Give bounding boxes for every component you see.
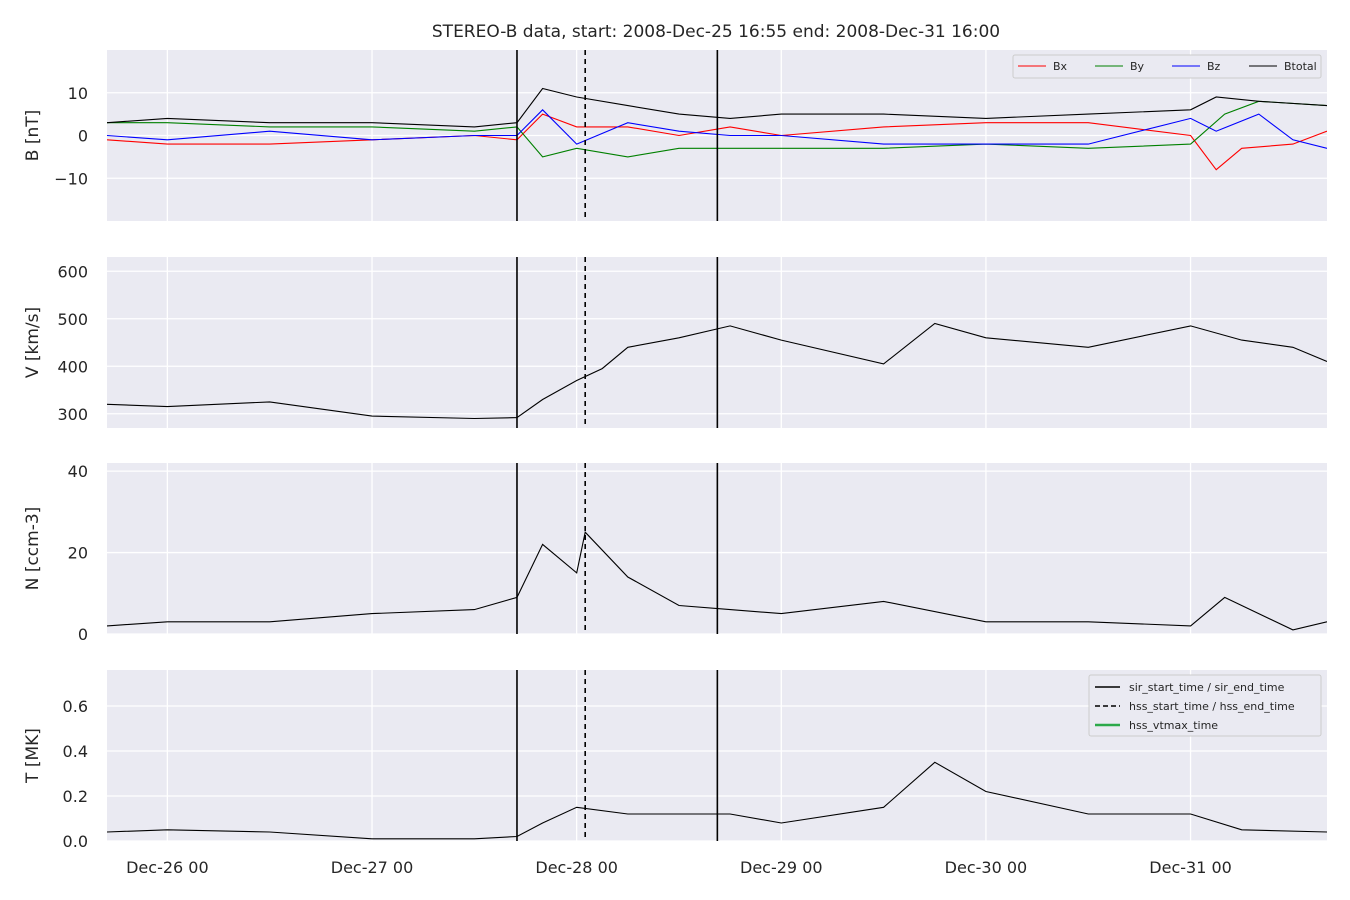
panel-v: 600 500 400 300 V [km/s] [23,257,1327,428]
series-line-bz [107,109,1327,149]
y-axis-label: V [km/s] [23,307,43,378]
legend-frame [1012,54,1322,79]
y-tick-label: 40 [68,462,88,481]
x-tick-label: Dec-26 00 [126,858,209,877]
series-line-t [107,761,1327,840]
y-tick-label: 0.6 [63,697,88,716]
y-axis-label: T [MK] [23,728,43,784]
y-tick-label: 0 [78,127,88,146]
y-tick-label: 0.0 [63,832,88,851]
y-tick-label: 0.2 [63,787,88,806]
x-tick-label: Dec-28 00 [535,858,618,877]
series-line-by [107,100,1327,158]
y-tick-label: 300 [57,405,88,424]
panel-n: 40 20 0 N [ccm-3] [23,462,1327,644]
x-tick-label: Dec-31 00 [1149,858,1232,877]
legend-frame [1088,674,1322,737]
y-tick-label: 0 [78,625,88,644]
y-tick-label: 500 [57,310,88,329]
legend-label-bz: Bz [1207,60,1221,73]
legend-t-panel: sir_start_time / sir_end_time hss_start_t… [1088,674,1322,737]
legend-marker-label: hss_vtmax_time [1129,719,1218,732]
legend-label-btotal: Btotal [1284,60,1317,73]
legend-label-by: By [1130,60,1145,73]
x-tick-label: Dec-27 00 [331,858,414,877]
series-line-v [107,322,1327,420]
x-tick-label: Dec-29 00 [740,858,823,877]
y-tick-label: 400 [57,357,88,376]
y-tick-label: 20 [68,544,88,563]
figure-title: STEREO-B data, start: 2008-Dec-25 16:55 … [432,22,1000,42]
y-tick-label: 0.4 [63,742,88,761]
legend-b-panel: Bx By Bz Btotal [1012,54,1322,79]
y-axis-label: B [nT] [23,110,43,162]
y-axis-label: N [ccm-3] [23,507,43,591]
series-line-n [107,531,1327,631]
y-tick-label: 10 [68,84,88,103]
y-tick-label: 600 [57,262,88,281]
legend-label-bx: Bx [1053,60,1068,73]
legend-marker-label: sir_start_time / sir_end_time [1129,681,1285,694]
x-tick-label: Dec-30 00 [945,858,1028,877]
legend-marker-label: hss_start_time / hss_end_time [1129,700,1295,713]
y-tick-label: −10 [54,169,88,188]
series-line-btotal [107,87,1327,128]
